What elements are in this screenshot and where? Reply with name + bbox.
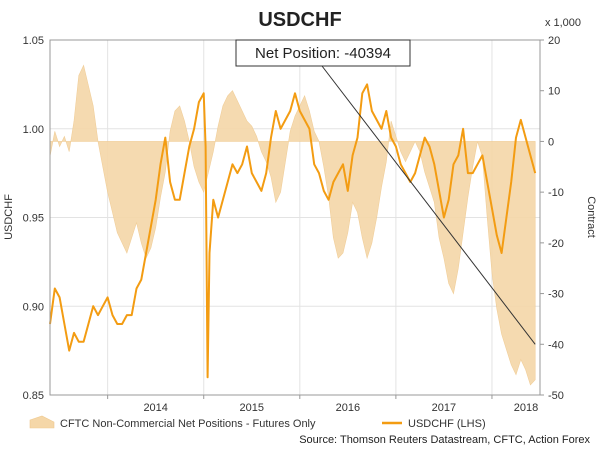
right-axis-unit-label: x 1,000 (545, 17, 581, 29)
left-axis-tick-label: 0.95 (23, 213, 44, 225)
callout-text: Net Position: -40394 (255, 45, 391, 62)
x-axis-tick-label: 2018 (514, 402, 538, 414)
left-axis-title: USDCHF (3, 194, 15, 240)
left-axis-tick-label: 0.90 (23, 301, 44, 313)
left-axis-tick-label: 1.05 (23, 35, 44, 47)
left-axis-tick-label: 0.85 (23, 390, 44, 402)
annotation: Net Position: -40394 (235, 39, 536, 345)
right-axis-tick-label: -30 (548, 289, 564, 301)
net-position-area (49, 64, 536, 386)
chart-title: USDCHF (258, 9, 341, 31)
source-note: Source: Thomson Reuters Datastream, CFTC… (299, 434, 590, 446)
legend-swatch-area (29, 415, 55, 429)
right-axis-tick-label: -50 (548, 390, 564, 402)
right-axis-tick-label: -40 (548, 339, 564, 351)
callout-pointer-line (321, 65, 536, 345)
callout-box (235, 39, 411, 67)
legend-label-line: USDCHF (LHS) (408, 418, 486, 430)
legend: CFTC Non-Commercial Net Positions - Futu… (29, 415, 486, 430)
x-axis-tick-label: 2016 (336, 402, 360, 414)
right-axis-tick-label: 0 (548, 136, 554, 148)
x-axis-tick-label: 2017 (432, 402, 456, 414)
axes: 0.85 0.90 0.95 1.00 1.05 -50 -40 -30 -20 -10 0 10 20… (23, 35, 564, 414)
right-axis-title: Contract (585, 196, 597, 238)
right-axis-tick-label: 20 (548, 35, 560, 47)
right-axis-tick-label: -20 (548, 238, 564, 250)
plot-area (49, 64, 537, 386)
x-axis-tick-label: 2015 (240, 402, 264, 414)
x-axis-tick-label: 2014 (143, 402, 167, 414)
right-axis-tick-label: -10 (548, 187, 564, 199)
legend-label-area: CFTC Non-Commercial Net Positions - Futu… (60, 418, 316, 430)
right-axis-tick-label: 10 (548, 86, 560, 98)
usdchf-line (49, 83, 537, 379)
left-axis-tick-label: 1.00 (23, 124, 44, 136)
